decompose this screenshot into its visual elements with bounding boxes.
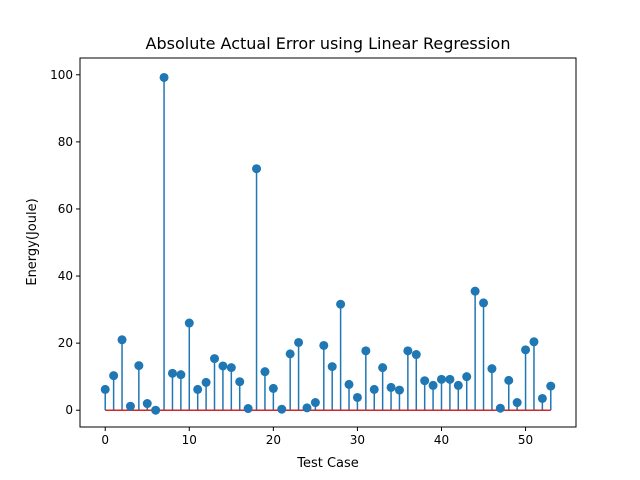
data-point [109, 371, 119, 381]
data-point [310, 398, 320, 408]
data-point [504, 375, 514, 385]
y-tick-label: 0 [65, 403, 73, 417]
data-point [134, 361, 144, 371]
data-point [151, 405, 161, 415]
data-point [352, 392, 362, 402]
axes: 0 10 20 30 40 50 0 20 40 60 80 100 [50, 57, 577, 447]
x-tick-label: 10 [182, 433, 197, 447]
data-point [117, 335, 127, 345]
x-tick-label: 40 [434, 433, 449, 447]
y-tick-label: 20 [58, 336, 73, 350]
data-point [336, 299, 346, 309]
data-point [537, 393, 547, 403]
y-axis-label: Energy(Joule) [25, 198, 40, 285]
data-point [201, 377, 211, 387]
data-point [378, 363, 388, 373]
data-point [420, 376, 430, 386]
data-point [361, 346, 371, 356]
data-point [546, 381, 556, 391]
data-point [210, 354, 220, 364]
x-axis-label: Test Case [296, 456, 359, 471]
data-point [428, 380, 438, 390]
data-point [344, 379, 354, 389]
data-point [512, 398, 522, 408]
x-tick-label: 20 [266, 433, 281, 447]
data-point [268, 383, 278, 393]
x-tick-label: 30 [350, 433, 365, 447]
data-point [235, 377, 245, 387]
data-point [445, 374, 455, 384]
data-point [218, 361, 228, 371]
data-point [411, 350, 421, 360]
data-point [403, 346, 413, 356]
data-point [470, 286, 480, 296]
data-point [327, 362, 337, 372]
data-point [394, 385, 404, 395]
data-point [521, 345, 531, 355]
data-point [243, 404, 253, 414]
data-point [386, 382, 396, 392]
data-point [495, 403, 505, 413]
chart-title: Absolute Actual Error using Linear Regre… [146, 34, 511, 53]
data-point [277, 404, 287, 414]
data-point [184, 318, 194, 328]
data-point [167, 368, 177, 378]
data-point [529, 337, 539, 347]
data-point [302, 403, 312, 413]
data-point [294, 337, 304, 347]
plot-area [100, 72, 556, 415]
data-point [100, 384, 110, 394]
axes-frame [79, 57, 577, 428]
y-tick-label: 40 [58, 269, 73, 283]
data-point [436, 374, 446, 384]
data-point [319, 340, 329, 350]
x-tick-label: 50 [518, 433, 533, 447]
data-point [125, 401, 135, 411]
y-tick-label: 100 [50, 68, 73, 82]
data-point [142, 399, 152, 409]
x-tick-label: 0 [101, 433, 109, 447]
data-point [176, 370, 186, 380]
y-tick-label: 80 [58, 135, 73, 149]
y-tick-label: 60 [58, 202, 73, 216]
data-point [462, 372, 472, 382]
data-point [159, 72, 169, 82]
data-point [369, 384, 379, 394]
data-point [487, 364, 497, 374]
data-point [285, 349, 295, 359]
data-point [252, 164, 262, 174]
data-point [479, 298, 489, 308]
data-point [193, 384, 203, 394]
data-point [226, 363, 236, 373]
data-point [453, 380, 463, 390]
data-point [260, 367, 270, 377]
